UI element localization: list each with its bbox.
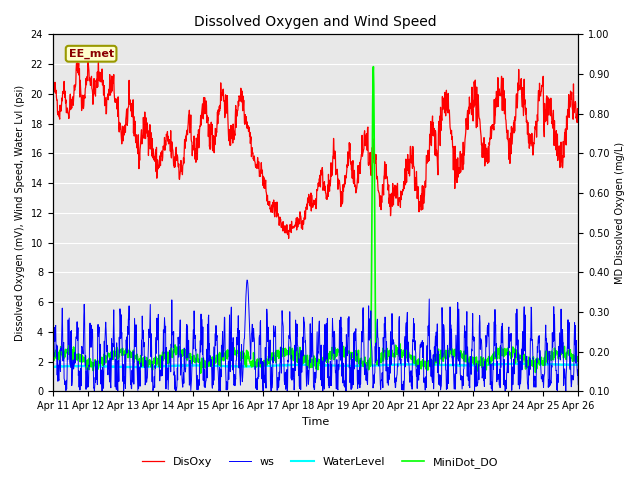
- MiniDot_DO: [49, 355, 56, 360]
- ws: [467, 360, 474, 366]
- Line: WaterLevel: WaterLevel: [52, 363, 578, 367]
- Y-axis label: Dissolved Oxygen (mV), Wind Speed, Water Lvl (psi): Dissolved Oxygen (mV), Wind Speed, Water…: [15, 85, 25, 341]
- ws: [397, 386, 405, 392]
- DisOxy: [513, 91, 520, 96]
- MiniDot_DO: [397, 347, 405, 353]
- MiniDot_DO: [166, 348, 173, 354]
- MiniDot_DO: [197, 370, 205, 376]
- WaterLevel: [512, 361, 520, 367]
- X-axis label: Time: Time: [302, 417, 329, 427]
- Line: DisOxy: DisOxy: [52, 60, 578, 239]
- MiniDot_DO: [153, 360, 161, 365]
- Line: ws: ws: [52, 280, 578, 391]
- DisOxy: [285, 236, 292, 241]
- Y-axis label: MD Dissolved Oxygen (mg/L): MD Dissolved Oxygen (mg/L): [615, 142, 625, 284]
- DisOxy: [154, 162, 161, 168]
- DisOxy: [49, 96, 56, 102]
- DisOxy: [166, 137, 174, 143]
- Text: EE_met: EE_met: [68, 48, 114, 59]
- WaterLevel: [125, 364, 132, 370]
- DisOxy: [84, 57, 92, 63]
- MiniDot_DO: [513, 354, 520, 360]
- ws: [513, 342, 520, 348]
- MiniDot_DO: [225, 353, 232, 359]
- WaterLevel: [166, 363, 174, 369]
- ws: [243, 277, 251, 283]
- Title: Dissolved Oxygen and Wind Speed: Dissolved Oxygen and Wind Speed: [194, 15, 437, 29]
- ws: [154, 337, 161, 343]
- WaterLevel: [574, 362, 582, 368]
- ws: [225, 377, 232, 383]
- MiniDot_DO: [574, 354, 582, 360]
- MiniDot_DO: [369, 64, 377, 70]
- Line: MiniDot_DO: MiniDot_DO: [52, 67, 578, 373]
- DisOxy: [397, 189, 405, 194]
- WaterLevel: [225, 364, 232, 370]
- DisOxy: [574, 119, 582, 125]
- Legend: DisOxy, ws, WaterLevel, MiniDot_DO: DisOxy, ws, WaterLevel, MiniDot_DO: [137, 452, 503, 472]
- DisOxy: [225, 138, 232, 144]
- WaterLevel: [526, 360, 534, 366]
- ws: [166, 352, 174, 358]
- DisOxy: [467, 102, 474, 108]
- MiniDot_DO: [467, 360, 474, 366]
- WaterLevel: [397, 362, 405, 368]
- WaterLevel: [49, 364, 56, 370]
- ws: [49, 349, 56, 355]
- ws: [91, 388, 99, 394]
- ws: [574, 382, 582, 387]
- WaterLevel: [466, 362, 474, 368]
- WaterLevel: [154, 364, 161, 370]
